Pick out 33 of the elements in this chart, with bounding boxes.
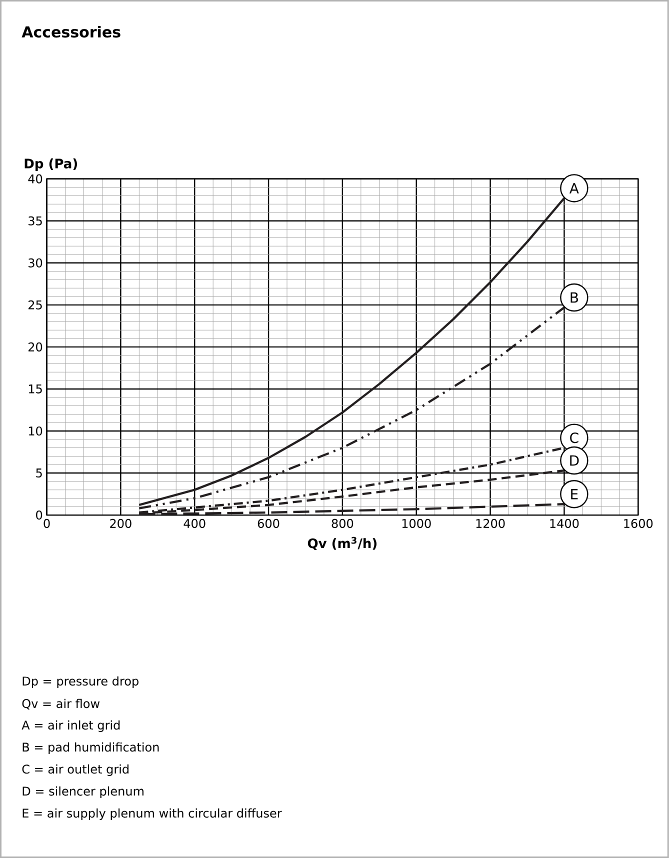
y-axis-title: Dp (Pa) bbox=[24, 158, 78, 171]
series-label: A bbox=[570, 183, 579, 194]
y-tick-label: 25 bbox=[28, 300, 42, 310]
text: B = pad humidification bbox=[22, 742, 159, 754]
text: D = silencer plenum bbox=[22, 786, 144, 798]
series-label: B bbox=[570, 292, 578, 303]
y-tick-label: 5 bbox=[36, 468, 42, 478]
series-label: D bbox=[570, 455, 579, 466]
text: C = air outlet grid bbox=[22, 764, 129, 776]
text: Dp = pressure drop bbox=[22, 676, 139, 688]
y-tick-label: 10 bbox=[29, 426, 42, 436]
text: A = air inlet grid bbox=[22, 720, 120, 732]
x-tick-label: 1600 bbox=[624, 518, 653, 528]
y-tick-label: 0 bbox=[36, 510, 42, 520]
x-tick-label: 1400 bbox=[550, 518, 579, 528]
text: E = air supply plenum with circular diffuser bbox=[22, 808, 282, 820]
x-tick-label: 1000 bbox=[402, 518, 431, 528]
x-tick-label: 0 bbox=[44, 518, 50, 528]
y-tick-label: 30 bbox=[28, 258, 42, 268]
x-tick-label: 800 bbox=[332, 518, 354, 528]
series-label: C bbox=[570, 432, 578, 444]
chart-title: Accessories bbox=[22, 26, 120, 38]
y-tick-label: 20 bbox=[28, 342, 42, 352]
x-tick-label: 1200 bbox=[476, 518, 505, 528]
x-tick-label: 600 bbox=[258, 518, 280, 528]
y-tick-label: 35 bbox=[28, 216, 42, 226]
x-tick-label: 400 bbox=[184, 518, 206, 528]
x-tick-label: 200 bbox=[110, 518, 132, 528]
series-label: E bbox=[571, 489, 578, 500]
y-tick-label: 15 bbox=[29, 384, 42, 394]
text: Qv = air flow bbox=[22, 698, 100, 710]
y-tick-label: 40 bbox=[28, 174, 42, 184]
x-axis-title: Qv (m$^{3}$/h) bbox=[308, 536, 377, 550]
